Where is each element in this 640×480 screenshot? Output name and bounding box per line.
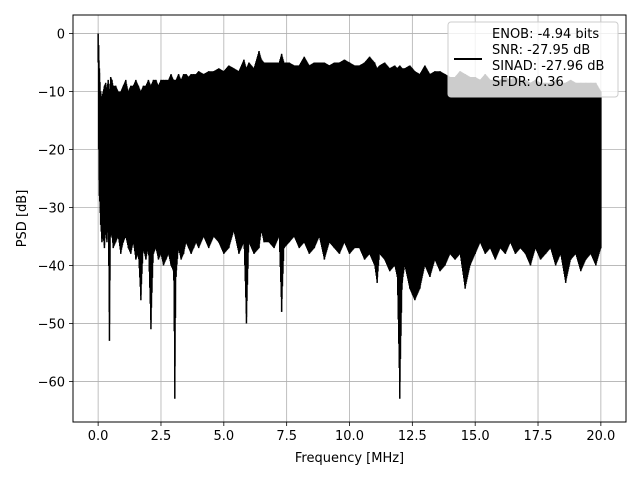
y-tick-label: −20	[38, 144, 65, 159]
y-tick-label: −30	[38, 201, 65, 216]
y-tick-label: −50	[38, 317, 65, 332]
y-tick-label: −10	[38, 86, 65, 101]
x-axis: 0.0 2.5 5.0 7.5 10.0 12.5 15.0 17.5 20.0	[88, 422, 615, 444]
x-tick-label: 20.0	[586, 429, 615, 444]
y-axis: 0 −10 −20 −30 −40 −50 −60	[38, 28, 73, 390]
x-tick-label: 17.5	[524, 429, 553, 444]
y-tick-label: −60	[38, 375, 65, 390]
legend-entry-sinad: SINAD: -27.96 dB	[492, 59, 604, 74]
x-axis-label: Frequency [MHz]	[295, 451, 404, 466]
plot-area	[97, 33, 602, 399]
x-tick-label: 2.5	[151, 429, 172, 444]
x-tick-label: 10.0	[335, 429, 364, 444]
x-tick-label: 7.5	[276, 429, 297, 444]
y-tick-label: 0	[57, 28, 65, 43]
x-tick-label: 15.0	[461, 429, 490, 444]
x-tick-label: 12.5	[398, 429, 427, 444]
legend-entry-enob: ENOB: -4.94 bits	[492, 27, 599, 42]
y-tick-label: −40	[38, 259, 65, 274]
x-tick-label: 5.0	[213, 429, 234, 444]
legend-entry-snr: SNR: -27.95 dB	[492, 43, 590, 58]
legend: ENOB: -4.94 bits SNR: -27.95 dB SINAD: -…	[447, 21, 619, 98]
legend-entry-sfdr: SFDR: 0.36	[492, 75, 564, 90]
x-tick-label: 0.0	[88, 429, 109, 444]
legend-box	[447, 21, 619, 98]
y-axis-label: PSD [dB]	[15, 190, 30, 248]
